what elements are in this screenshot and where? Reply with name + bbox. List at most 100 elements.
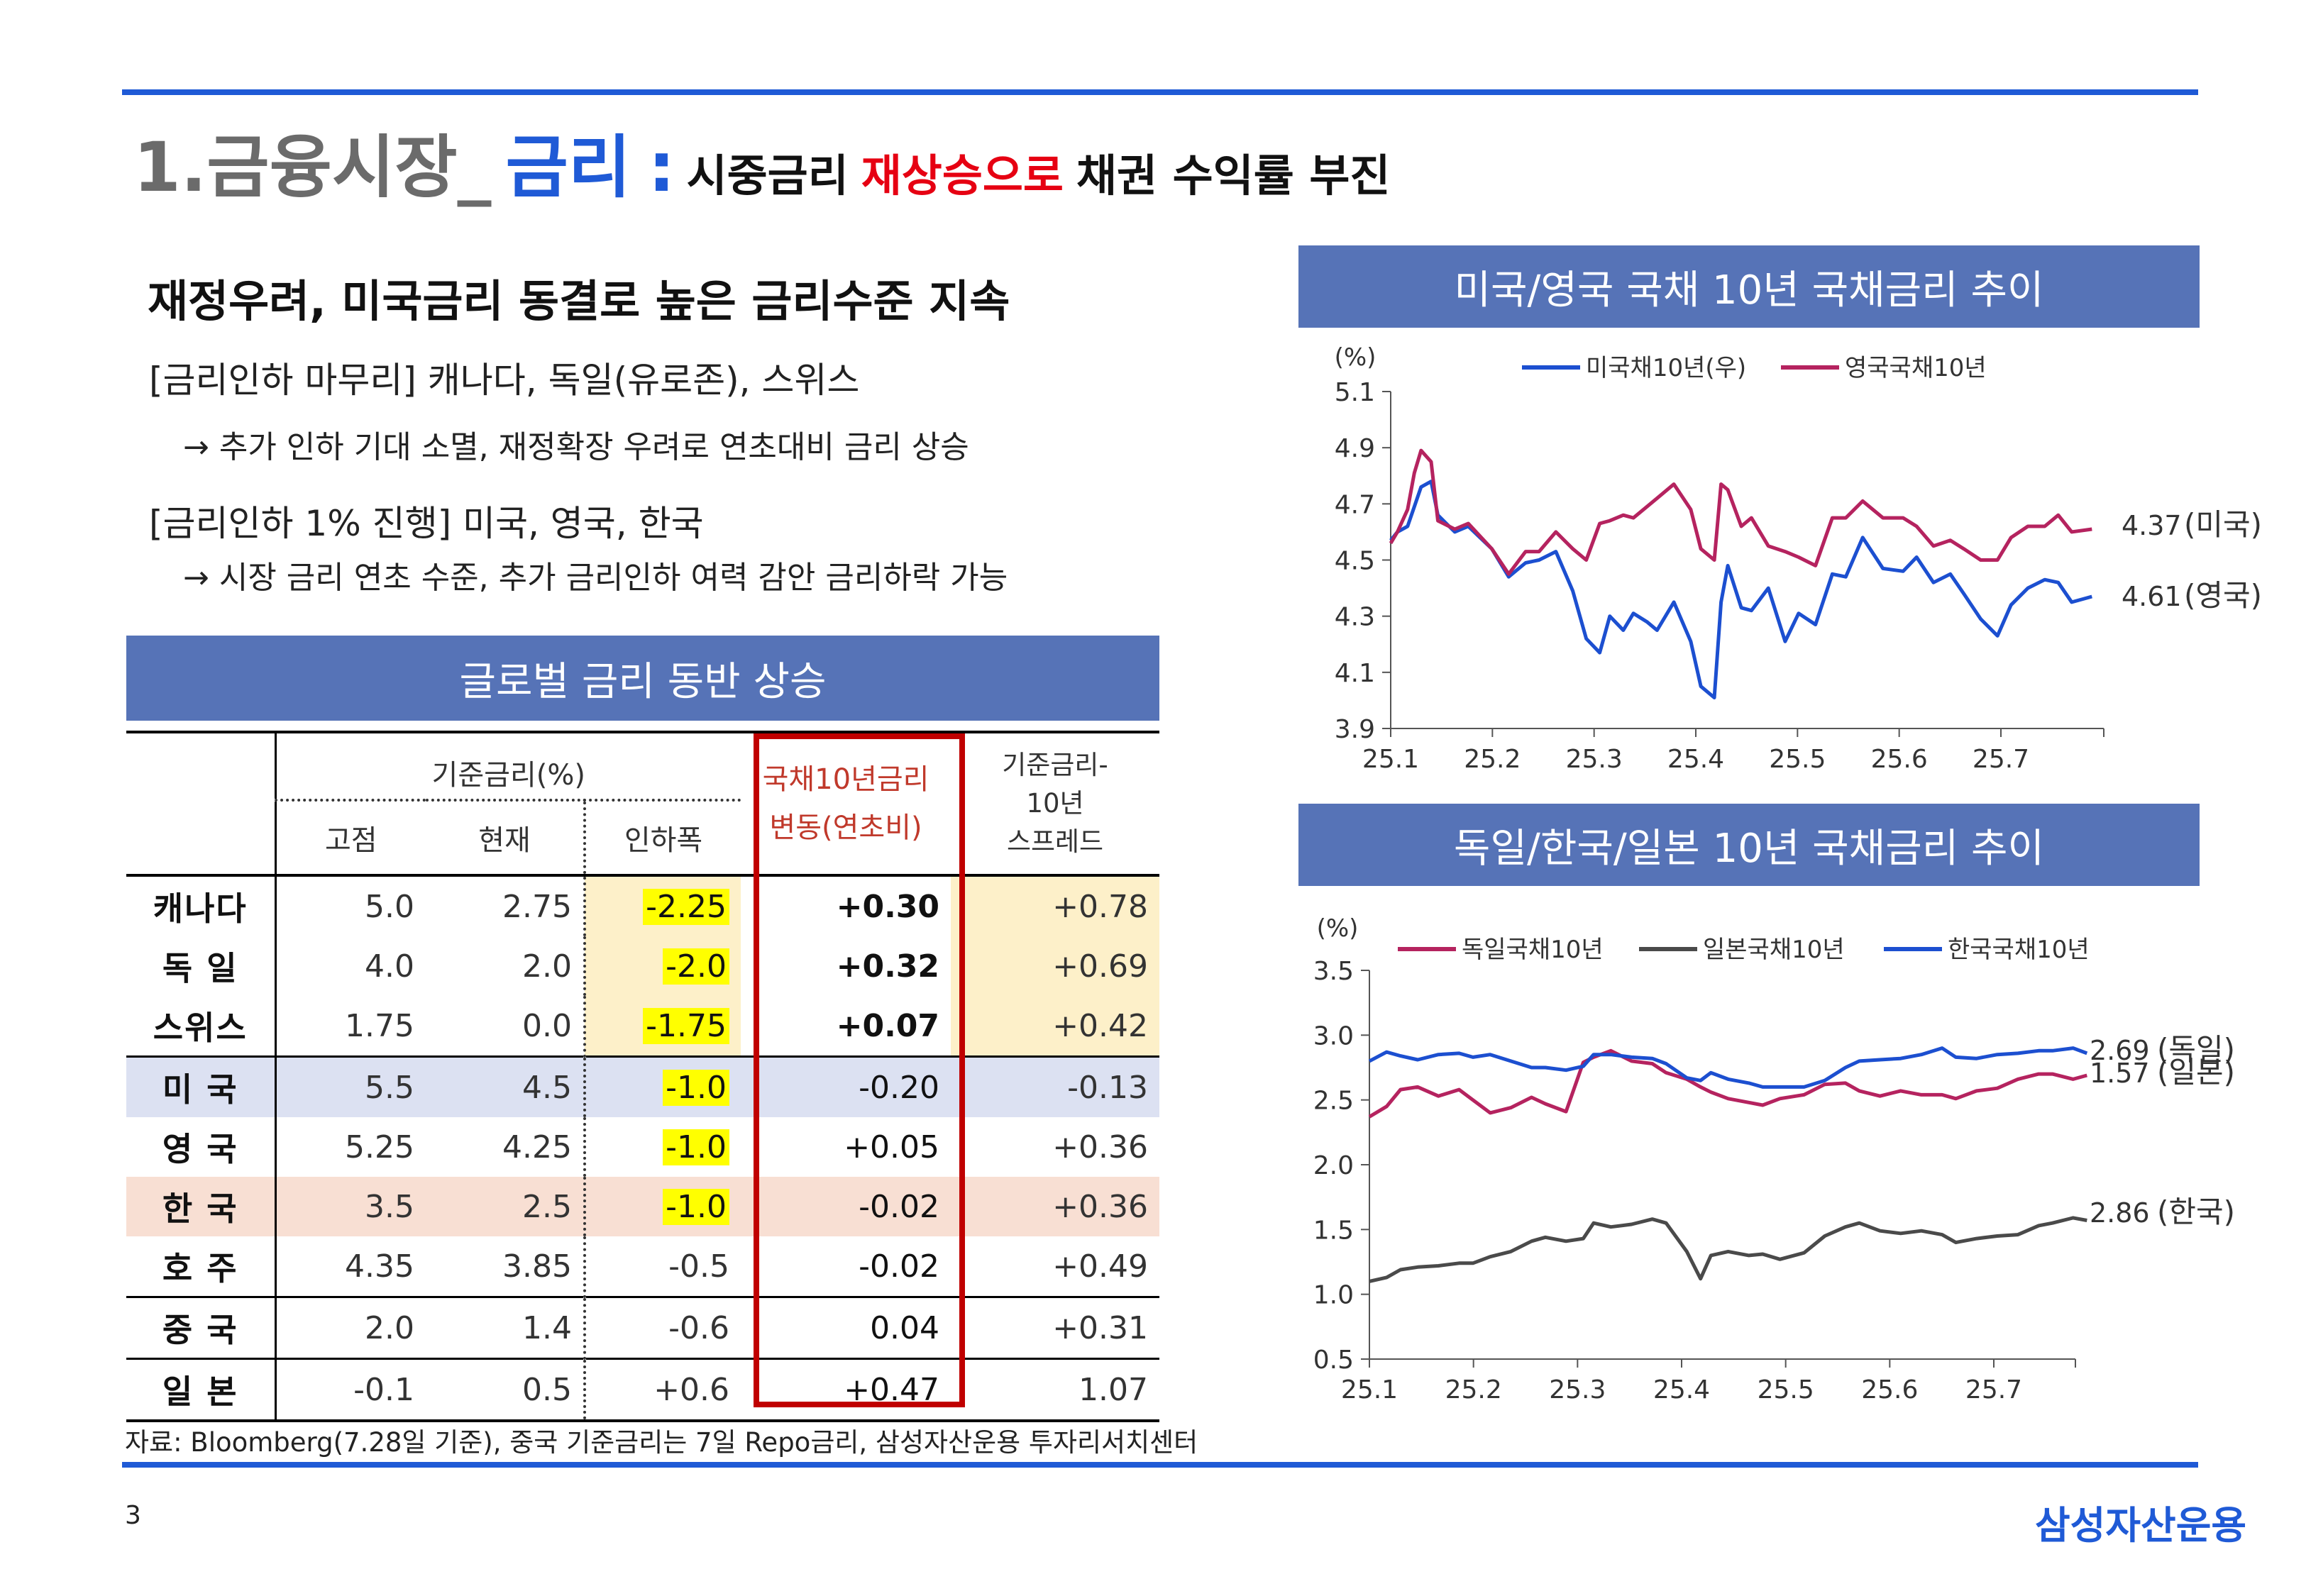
rate-spread: +0.36: [1052, 1129, 1149, 1165]
policy-rate-high: 4.35: [345, 1248, 414, 1285]
table-row: 중 국 2.0 1.4 -0.6 0.04 +0.31: [126, 1296, 1160, 1359]
title-topic: 금리: [505, 128, 631, 207]
change-header-line1: 국채10년금리: [762, 763, 929, 796]
rates-table: 기준금리(%) 국채10년금리 변동(연초비) 기준금리- 10년 스프레드 고…: [126, 731, 1160, 1422]
chart-de-kr-jp-title: 독일/한국/일본 10년 국채금리 추이: [1298, 804, 2200, 886]
y-tick-label: 2.5: [1313, 1087, 1354, 1116]
x-tick-label: 25.3: [1549, 1375, 1606, 1404]
spread-header-line2: 10년: [1026, 788, 1084, 819]
policy-rate-cut: -0.5: [668, 1248, 730, 1285]
policy-rate-cut: -2.0: [585, 936, 741, 996]
table-row: 일 본 -0.1 0.5 +0.6 +0.47 1.07: [126, 1358, 1160, 1422]
cut-highlight: -1.0: [663, 1069, 730, 1106]
change-column-frame: [754, 733, 965, 1407]
policy-rate-cut: -1.0: [585, 1117, 741, 1177]
end-value-label-2: 2.86: [2090, 1197, 2150, 1229]
spread-header-line3: 스프레드: [1006, 826, 1104, 857]
country-name: 중 국: [126, 1296, 277, 1359]
x-tick-label: 25.2: [1445, 1375, 1502, 1404]
table-header-row-1: 기준금리(%) 국채10년금리 변동(연초비) 기준금리- 10년 스프레드: [126, 731, 1160, 875]
cut-highlight: -1.0: [663, 1129, 730, 1165]
yield-change: -0.02: [859, 1188, 940, 1225]
headline: 재정우려, 미국금리 동결로 높은 금리수준 지속: [148, 275, 1010, 327]
series-line-0: [1389, 480, 2092, 699]
company-logo: 삼성자산운용: [2035, 1503, 2247, 1548]
table-row: 영 국 5.25 4.25 -1.0 +0.05 +0.36: [126, 1117, 1159, 1177]
rate-spread: 1.07: [951, 1358, 1160, 1422]
policy-rate-cut: -0.6: [585, 1296, 741, 1359]
legend-label-0: 미국채10년(우): [1586, 354, 1746, 382]
x-tick-label: 25.3: [1566, 745, 1623, 774]
y-tick-label: 4.9: [1335, 434, 1375, 463]
yield-change: -0.02: [859, 1248, 940, 1285]
policy-rate-cut: -1.0: [585, 1055, 741, 1117]
table-row: 캐나다 5.0 2.75 -2.25 +0.30 +0.78: [126, 874, 1160, 936]
x-tick-label: 25.1: [1341, 1375, 1398, 1404]
cut-highlight: -1.75: [643, 1007, 730, 1044]
policy-rate-now: 4.5: [426, 1055, 586, 1117]
country-name: 캐나다: [126, 874, 277, 936]
y-tick-label: 3.0: [1313, 1021, 1354, 1051]
change-header: 국채10년금리 변동(연초비): [741, 731, 951, 875]
table-row: 미 국 5.5 4.5 -1.0 -0.20 -0.13: [126, 1055, 1160, 1117]
change-header-line2: 변동(연초비): [769, 811, 922, 844]
country-name: 영 국: [126, 1117, 277, 1177]
yield-change: +0.05: [844, 1129, 940, 1165]
title-colon: :: [648, 128, 675, 207]
policy-rate-now: 2.75: [426, 874, 586, 936]
y-tick-label: 2.0: [1313, 1151, 1354, 1180]
policy-rate-now: 0.0: [426, 996, 586, 1057]
y-unit-label: (%): [1335, 343, 1377, 372]
policy-rate-high: 5.0: [275, 874, 426, 936]
title-part1: 시중금리: [686, 150, 849, 201]
end-tag-label-1: (일본): [2157, 1055, 2235, 1090]
top-divider: [122, 89, 2198, 95]
group-header: 기준금리(%): [275, 731, 741, 802]
policy-rate-high: 2.0: [275, 1296, 426, 1359]
y-tick-label: 4.5: [1335, 547, 1375, 576]
policy-rate-now: 4.25: [426, 1117, 586, 1177]
country-name: 일 본: [126, 1358, 277, 1422]
end-value-label-0: 4.37: [2122, 510, 2182, 541]
rate-spread: +0.69: [951, 936, 1160, 996]
end-value-label-1: 4.61: [2122, 581, 2182, 612]
spread-header: 기준금리- 10년 스프레드: [951, 731, 1160, 875]
y-unit-label: (%): [1317, 914, 1359, 943]
y-tick-label: 0.5: [1313, 1346, 1354, 1375]
y-tick-label: 3.5: [1313, 957, 1354, 986]
country-name: 독 일: [126, 936, 277, 996]
y-tick-label: 4.7: [1335, 490, 1375, 519]
bullet-cut-ongoing-detail: → 시장 금리 연초 수준, 추가 금리인하 여력 감안 금리하락 가능: [183, 560, 1008, 596]
series-line-0: [1368, 1048, 2087, 1119]
title-part2: 채권 수익률 부진: [1076, 150, 1391, 201]
x-tick-label: 25.4: [1653, 1375, 1710, 1404]
table-row: 스위스 1.75 0.0 -1.75 +0.07 +0.42: [126, 996, 1160, 1057]
table-banner: 글로벌 금리 동반 상승: [126, 636, 1159, 721]
policy-rate-now: 1.4: [426, 1296, 586, 1359]
x-tick-label: 25.4: [1667, 745, 1724, 774]
policy-rate-high: 5.5: [275, 1055, 426, 1117]
country-name: 한 국: [126, 1177, 277, 1236]
slide-title: 1.금융시장_ 금리 : 시중금리 재상승으로 채권 수익률 부진: [133, 112, 1391, 207]
cut-highlight: -2.25: [643, 888, 730, 925]
rate-spread: -0.13: [951, 1055, 1160, 1117]
yield-change: +0.32: [836, 948, 940, 985]
country-name: 호 주: [126, 1236, 277, 1297]
legend-label-2: 한국국채10년: [1948, 936, 2090, 964]
policy-rate-high: 3.5: [365, 1188, 414, 1225]
title-highlight: 재상승으로: [861, 150, 1064, 201]
table-row: 독 일 4.0 2.0 -2.0 +0.32 +0.69: [126, 936, 1160, 996]
table-row: 한 국 3.5 2.5 -1.0 -0.02 +0.36: [126, 1177, 1160, 1236]
end-tag-label-2: (한국): [2157, 1195, 2235, 1229]
source-note: 자료: Bloomberg(7.28일 기준), 중국 기준금리는 7일 Rep…: [125, 1427, 1198, 1458]
page-number: 3: [125, 1501, 141, 1530]
table-row: 호 주 4.35 3.85 -0.5 -0.02 +0.49: [126, 1236, 1159, 1297]
series-line-1: [1389, 448, 2092, 576]
x-tick-label: 25.5: [1769, 745, 1826, 774]
bullet-cut-finished: [금리인하 마무리] 캐나다, 독일(유로존), 스위스: [149, 360, 860, 401]
chart-us-uk-title: 미국/영국 국채 10년 국채금리 추이: [1298, 245, 2200, 328]
title-prefix: 1.금융시장_: [133, 128, 492, 207]
rate-spread: +0.78: [951, 874, 1160, 936]
legend-label-0: 독일국채10년: [1462, 936, 1604, 964]
rate-spread: +0.42: [951, 996, 1160, 1057]
